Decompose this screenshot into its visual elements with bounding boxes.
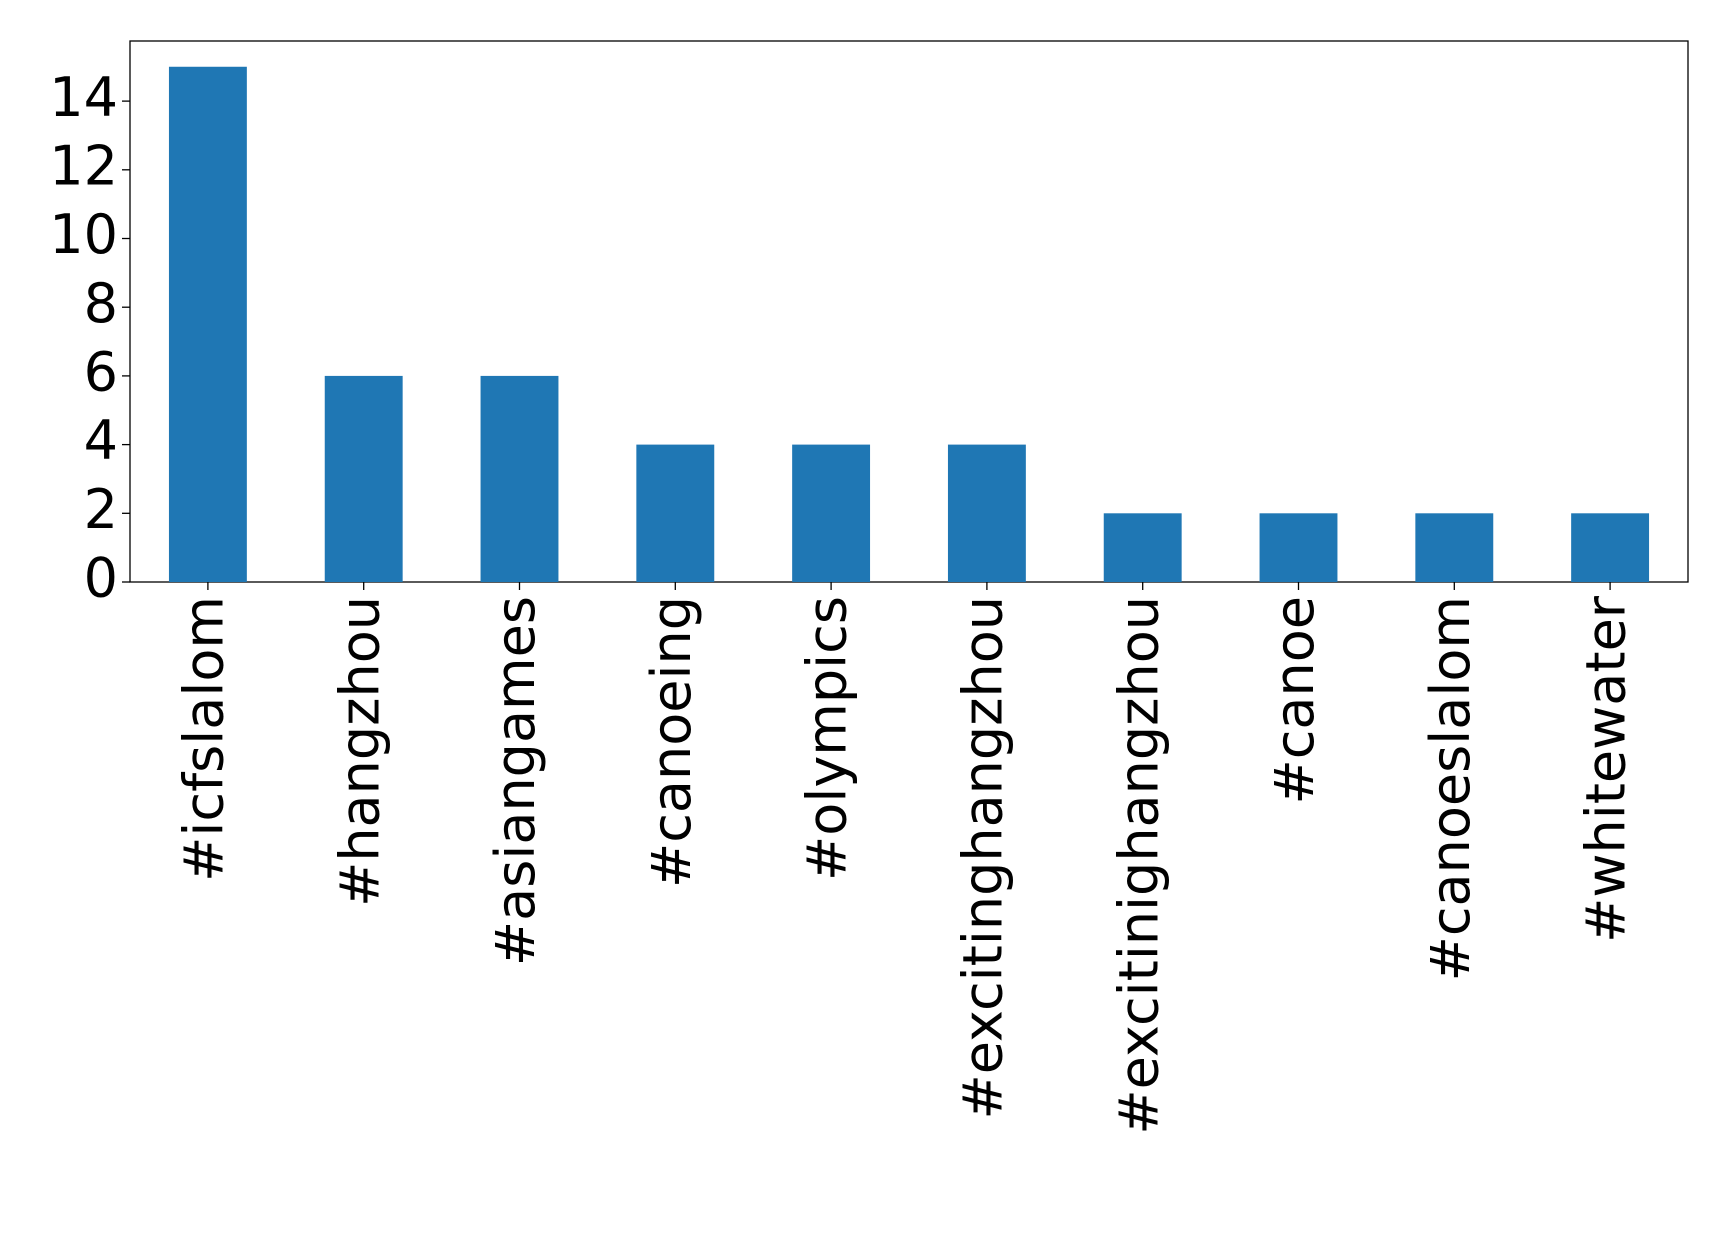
bar bbox=[1103, 513, 1182, 582]
y-tick-label: 14 bbox=[49, 66, 118, 129]
bar bbox=[1259, 513, 1338, 582]
y-tick-label: 8 bbox=[84, 272, 118, 335]
plot-frame bbox=[129, 40, 1689, 583]
x-tick-label: #olympics bbox=[796, 596, 859, 881]
x-tick-label: #asiangames bbox=[484, 596, 547, 966]
bar bbox=[1571, 513, 1650, 582]
x-tick-label: #canoeing bbox=[640, 596, 703, 888]
bar bbox=[480, 375, 559, 582]
x-tick-label: #hangzhou bbox=[328, 596, 391, 907]
x-tick-label: #canoe bbox=[1263, 596, 1326, 805]
bar bbox=[324, 375, 403, 582]
bar bbox=[792, 444, 871, 582]
x-tick-label: #canoeslalom bbox=[1419, 596, 1482, 981]
x-tick-label: #icfslalom bbox=[173, 596, 236, 882]
bar bbox=[1415, 513, 1494, 582]
x-tick-label: #excitinghangzhou bbox=[952, 596, 1015, 1120]
y-tick-label: 2 bbox=[84, 478, 118, 541]
bar bbox=[168, 66, 247, 582]
y-tick-label: 10 bbox=[49, 203, 118, 266]
y-tick-label: 12 bbox=[49, 134, 118, 197]
bar bbox=[947, 444, 1026, 582]
x-tick-label: #whitewater bbox=[1575, 595, 1638, 943]
y-tick-label: 0 bbox=[84, 547, 118, 610]
x-tick-label: #excitinighangzhou bbox=[1107, 596, 1170, 1135]
bar bbox=[636, 444, 715, 582]
y-tick-label: 4 bbox=[84, 409, 118, 472]
y-tick-label: 6 bbox=[84, 341, 118, 404]
